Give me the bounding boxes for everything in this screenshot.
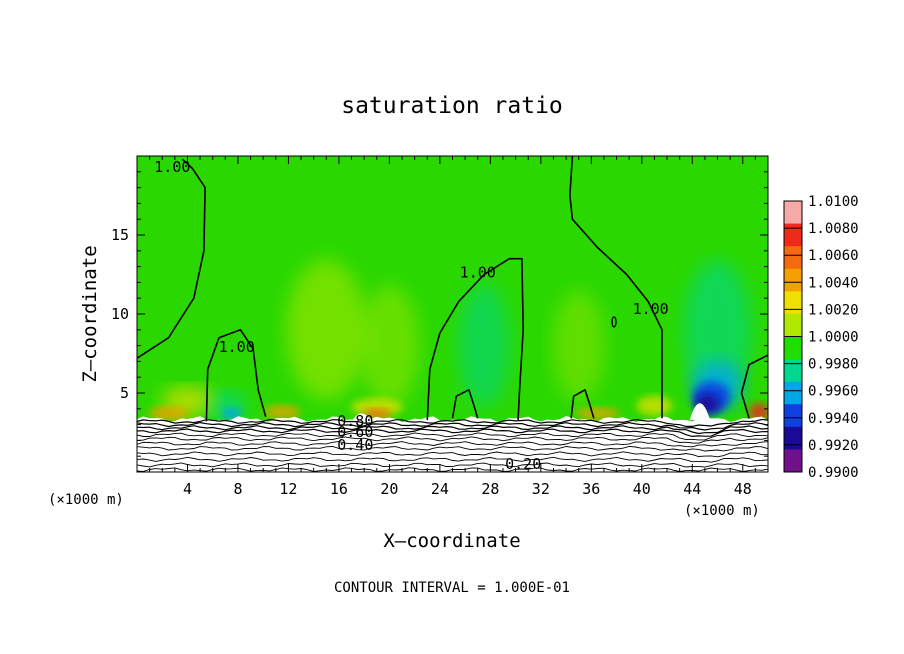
white-patch [351,413,372,422]
field-blob [552,290,605,401]
colorbar-swatch [784,381,802,405]
contour-line-1-00 [137,158,206,359]
colorbar-swatch [784,201,802,225]
x-tick-label: 44 [683,480,701,498]
colorbar-label: 1.0060 [808,248,859,264]
contour-line [137,425,768,435]
field-blob [221,407,242,420]
contour-line [137,456,768,463]
field-blob [575,407,620,420]
contour-label: 1.00 [633,300,669,318]
colorbar-label: 0.9980 [808,357,859,373]
colorbar-label: 1.0000 [808,330,859,346]
y-axis-label: Z–coordinate [79,245,101,382]
contour-labels: 1.00 1.00 1.00 1.00 0.800.600.40 0.20 [154,158,668,473]
colorbar-label: 1.0080 [808,221,859,237]
y-tick-label: 5 [120,384,129,402]
colorbar-swatch [784,246,802,270]
chart-title: saturation ratio [341,93,563,119]
plot-area [137,156,768,472]
contour-label: 0.20 [505,455,541,473]
x-unit-label: (×1000 m) [48,492,124,508]
field-blob [286,259,367,400]
x-tick-label: 48 [734,480,752,498]
contour-line-1-00 [569,156,663,419]
x-tick-label: 8 [233,480,242,498]
x-tick-label: 4 [183,480,192,498]
field-blob [148,406,189,421]
lower-contours [137,416,768,472]
white-patch [689,403,710,420]
x-tick-label: 32 [532,480,550,498]
x-tick-label: 12 [279,480,297,498]
contour-label: 0.40 [337,436,373,454]
x-tick-label: 20 [380,480,398,498]
contour-label: 0.80 [337,412,373,430]
colorbar-swatch [784,426,802,450]
x-tick-label: 16 [330,480,348,498]
colorbar-label: 0.9960 [808,384,859,400]
field-blob [749,402,768,421]
colorbar-swatch [784,359,802,383]
colorbar-swatch [784,404,802,428]
field-features [148,259,768,422]
contour-lines-one [137,156,768,422]
x-tick-label: 40 [633,480,651,498]
field-blob [636,395,673,416]
colorbar: 1.0100 1.0080 1.0060 1.0040 1.0020 1.0000 0.99… [783,194,859,481]
field-blob [264,404,301,419]
colorbar-label: 0.9940 [808,411,859,427]
contour-line [137,418,768,427]
x-tick-label: 24 [431,480,449,498]
contour-line [137,428,768,438]
field-blob [362,408,391,419]
colorbar-label: 0.9900 [808,465,859,481]
contour-line [137,421,768,431]
colorbar-swatch [784,268,802,292]
contour-line [137,436,768,444]
colorbar-label: 1.0100 [808,194,859,210]
contour-line [137,451,768,458]
contour-closed-loop [611,316,617,328]
contour-label: 1.00 [460,264,496,282]
colorbar-swatch [784,449,802,473]
field-blob [359,285,420,406]
y-tick-label: 15 [111,226,129,244]
x-axis-label: X–coordinate [383,530,520,552]
contour-line-1-00 [570,389,595,419]
contour-interval-footer: CONTOUR INTERVAL = 1.000E-01 [334,580,570,596]
y-ticks: 5 10 15 [111,171,768,457]
y-tick-label: 10 [111,305,129,323]
contour-label: 1.00 [154,158,190,176]
x-unit-label-right: (×1000 m) [684,503,760,519]
colorbar-label: 0.9920 [808,438,859,454]
contour-line-1-00 [451,389,479,419]
colorbar-swatch [784,336,802,360]
field-blob [458,283,511,408]
colorbar-swatch [784,313,802,337]
x-ticks: 4 8 12 16 20 24 28 32 36 40 44 48 [149,156,756,498]
colorbar-label: 1.0040 [808,275,859,291]
contour-label: 1.00 [219,338,255,356]
colorbar-swatch [784,223,802,247]
contour-line [137,432,768,441]
contour-line-1-00 [740,354,768,419]
contour-line [137,445,768,452]
x-tick-label: 28 [481,480,499,498]
contour-line [137,462,768,468]
colorbar-swatch [784,291,802,315]
colorbar-label: 1.0020 [808,302,859,318]
contour-line [137,441,768,448]
contour-label: 0.60 [337,423,373,441]
field-blob [683,259,752,400]
contour-line-1-00 [426,257,524,420]
x-tick-label: 36 [582,480,600,498]
contour-line-1-00 [205,329,267,422]
